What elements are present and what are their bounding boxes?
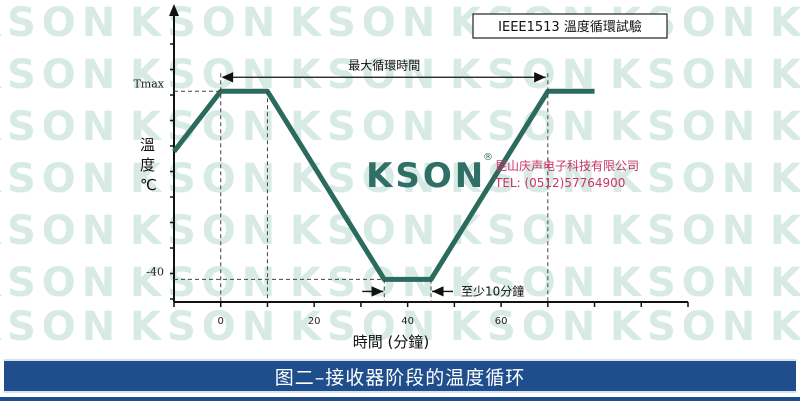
watermark-text: KSON <box>610 156 761 202</box>
watermark-text: KSON <box>450 208 601 254</box>
watermark-text: KSON <box>290 260 441 306</box>
brand-logo: KSON <box>366 156 486 196</box>
watermark-text: KSON <box>770 0 800 46</box>
chart-title: IEEE1513 溫度循環試驗 <box>498 19 642 35</box>
company-tel: TEL: (0512)57764900 <box>494 176 625 190</box>
dwell-time-label: 至少10分鐘 <box>461 283 524 298</box>
watermark-text: KSON <box>770 104 800 150</box>
watermark-text: KSON <box>290 304 441 350</box>
watermark-text: KSON <box>0 52 121 98</box>
watermark-text: KSON <box>0 304 121 350</box>
watermark-text: KSON <box>610 104 761 150</box>
watermark-text: KSON <box>610 52 761 98</box>
watermark-text: KSON <box>290 104 441 150</box>
temperature-cycle-chart: KSONKSONKSONKSONKSONKSONKSONKSONKSONKSON… <box>0 0 800 351</box>
watermark-text: KSON <box>770 52 800 98</box>
x-tick-label: 60 <box>495 316 508 327</box>
watermark-text: KSON <box>450 156 601 202</box>
x-tick-label: 0 <box>218 316 224 327</box>
watermark-text: KSON <box>770 156 800 202</box>
y-tick-label: Tmax <box>133 77 164 90</box>
y-axis-label: 溫度℃ <box>140 136 157 194</box>
bottom-divider <box>0 397 800 401</box>
watermark-text: KSON <box>770 304 800 350</box>
watermark-text: KSON <box>290 0 441 46</box>
x-axis-label: 時間 (分鐘) <box>353 333 429 351</box>
x-tick-label: 20 <box>308 316 321 327</box>
watermark-text: KSON <box>130 260 281 306</box>
brand-layer: KSON®昆山庆声电子科技有限公司 TEL: (0512)57764900 <box>366 152 639 196</box>
watermark-text: KSON <box>0 156 121 202</box>
y-tick-label: -40 <box>146 265 164 278</box>
watermark-text: KSON <box>0 104 121 150</box>
watermark-text: KSON <box>450 104 601 150</box>
figure-caption: 图二–接收器阶段的温度循环 <box>274 366 526 389</box>
caption-bar: 图二–接收器阶段的温度循环 <box>4 359 796 393</box>
watermark-text: KSON <box>0 0 121 46</box>
watermark-text: KSON <box>610 208 761 254</box>
watermark-text: KSON <box>0 208 121 254</box>
company-name: 昆山庆声电子科技有限公司 <box>495 159 639 173</box>
watermark-text: KSON <box>450 304 601 350</box>
watermark-text: KSON <box>0 260 121 306</box>
axes-layer: 0 20 40 60 Tmax -40 時間 (分鐘) 溫度℃ IEEE1513 溫度循環試驗 <box>133 4 689 351</box>
watermark-text: KSON <box>610 304 761 350</box>
watermark-text: KSON <box>610 260 761 306</box>
registered-mark: ® <box>483 152 493 163</box>
watermark-text: KSON <box>450 260 601 306</box>
watermark-text: KSON <box>130 304 281 350</box>
watermark-text: KSON <box>770 260 800 306</box>
watermark-text: KSON <box>770 208 800 254</box>
watermark-text: KSON <box>130 208 281 254</box>
y-axis-arrow <box>169 4 179 16</box>
x-tick-label: 40 <box>401 316 414 327</box>
title-box <box>472 13 668 39</box>
watermark-text: KSON <box>130 0 281 46</box>
watermark-text: KSON <box>130 156 281 202</box>
cycle-time-label: 最大循環時間 <box>348 58 420 72</box>
